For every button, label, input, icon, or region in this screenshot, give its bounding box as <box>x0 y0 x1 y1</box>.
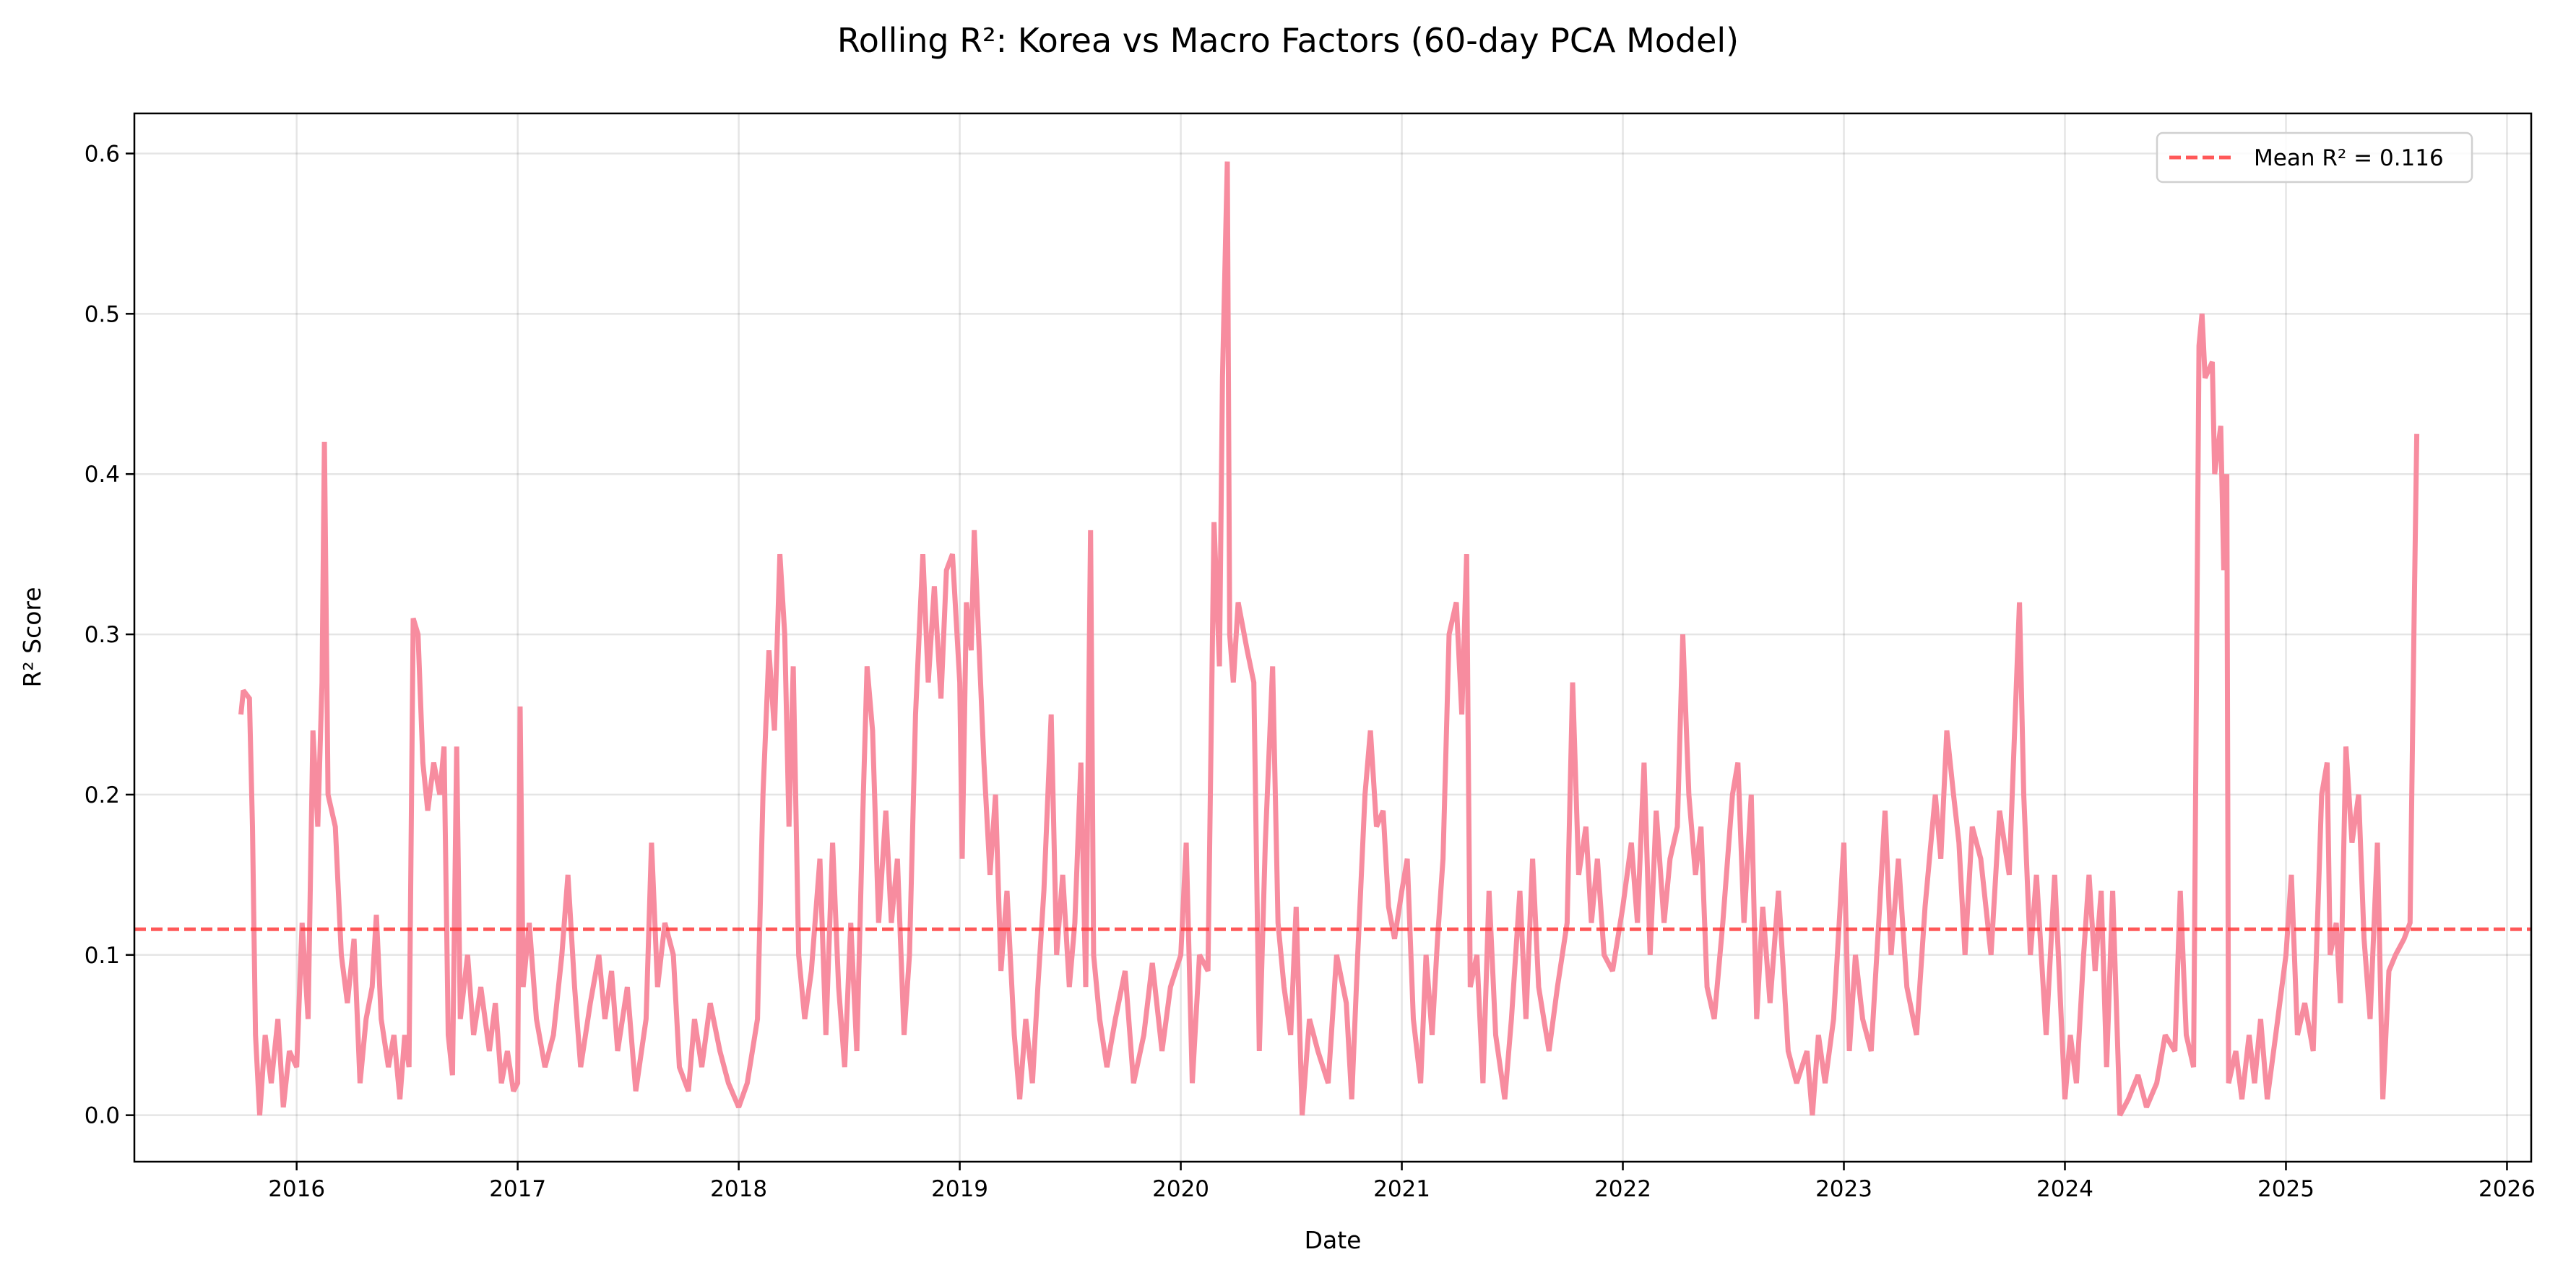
chart-title: Rolling R²: Korea vs Macro Factors (60-d… <box>837 21 1739 60</box>
y-axis-label: R² Score <box>18 587 46 687</box>
y-tick-label: 0.0 <box>85 1103 120 1129</box>
grid <box>134 113 2531 1162</box>
x-tick-label: 2025 <box>2257 1176 2314 1202</box>
axes-frame <box>133 112 2533 1163</box>
x-tick-label: 2026 <box>2478 1176 2536 1202</box>
r2-series-line <box>238 161 2420 1117</box>
x-tick-label: 2022 <box>1594 1176 1651 1202</box>
x-tick-label: 2023 <box>1815 1176 1872 1202</box>
x-axis-label: Date <box>1305 1226 1362 1254</box>
plot-area <box>134 161 2531 1117</box>
x-tick-label: 2021 <box>1373 1176 1430 1202</box>
ticks: 2016 2017 2018 2019 2020 2021 2022 2023 2024 2025… <box>85 141 2536 1202</box>
legend: Mean R² = 0.116 <box>2156 131 2473 184</box>
x-tick-label: 2016 <box>268 1176 325 1202</box>
y-tick-label: 0.6 <box>85 141 120 167</box>
x-tick-label: 2017 <box>489 1176 546 1202</box>
x-tick-label: 2018 <box>710 1176 767 1202</box>
y-tick-label: 0.1 <box>85 943 120 969</box>
y-tick-label: 0.2 <box>85 782 120 808</box>
y-tick-label: 0.3 <box>85 622 120 648</box>
x-tick-label: 2019 <box>931 1176 988 1202</box>
x-tick-label: 2024 <box>2036 1176 2093 1202</box>
legend-box <box>2156 131 2473 184</box>
y-tick-label: 0.4 <box>85 462 120 488</box>
y-tick-label: 0.5 <box>85 301 120 327</box>
x-tick-label: 2020 <box>1152 1176 1209 1202</box>
legend-mean-label: Mean R² = 0.116 <box>2254 145 2444 171</box>
